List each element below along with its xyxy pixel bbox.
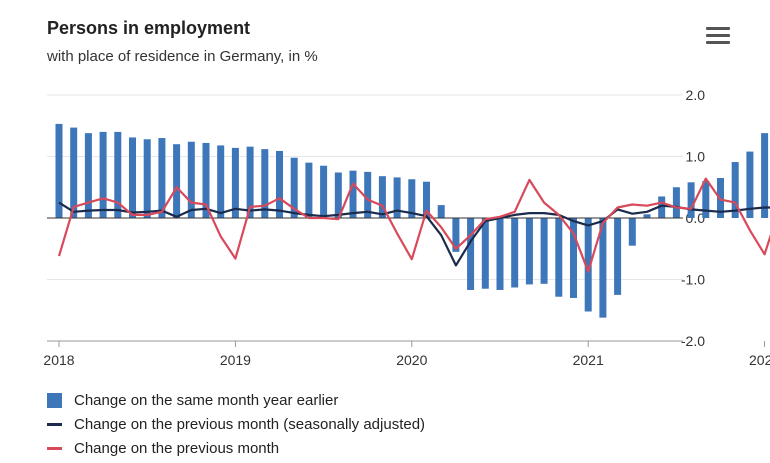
bar — [437, 205, 445, 218]
y-tick-label: -1.0 — [681, 272, 705, 288]
bar — [628, 218, 636, 246]
bar — [525, 218, 533, 285]
bar — [143, 139, 151, 218]
bar — [158, 138, 166, 218]
bar — [99, 131, 107, 218]
bar — [658, 196, 666, 218]
bar — [305, 162, 313, 218]
x-tick-label: 2018 — [43, 352, 74, 368]
bar — [599, 218, 607, 318]
bar — [364, 171, 372, 218]
bar — [584, 218, 592, 312]
bar — [496, 218, 504, 290]
menu-bar-middle — [706, 34, 730, 37]
legend-swatch-monthly-line — [47, 446, 62, 450]
bar — [452, 218, 460, 252]
bar — [129, 137, 136, 218]
bar — [672, 187, 680, 218]
bar — [70, 127, 78, 218]
bar — [393, 177, 401, 218]
bar — [55, 123, 63, 218]
bar — [173, 144, 181, 218]
bar — [276, 150, 283, 218]
bar — [731, 162, 739, 218]
y-tick-label: -2.0 — [681, 333, 705, 349]
legend-label-seasonal: Change on the previous month (seasonally… — [74, 415, 426, 433]
legend-label-monthly: Change on the previous month — [74, 439, 280, 457]
bar — [378, 176, 386, 218]
x-tick-label: 2019 — [220, 352, 251, 368]
y-tick-label: 1.0 — [686, 149, 706, 165]
bar — [334, 172, 342, 218]
bar — [246, 146, 254, 218]
bar — [511, 218, 519, 288]
bar — [761, 133, 769, 218]
bar — [290, 157, 298, 218]
bar — [320, 165, 328, 218]
previous-month-line — [57, 177, 770, 273]
chart-subtitle: with place of residence in Germany, in % — [47, 48, 318, 65]
bar — [349, 170, 357, 218]
menu-bar-top — [706, 27, 730, 30]
bar — [408, 179, 416, 218]
x-tick-label: 2022 — [749, 352, 770, 368]
menu-bar-bottom — [706, 41, 730, 44]
bar — [202, 142, 210, 218]
hamburger-menu-icon[interactable] — [706, 27, 730, 47]
bar — [702, 181, 710, 218]
y-tick-label: 2.0 — [686, 87, 706, 103]
bar — [114, 131, 122, 218]
legend-label-bars: Change on the same month year earlier — [74, 391, 339, 409]
bar — [481, 218, 489, 289]
legend-swatch-seasonal-line — [47, 422, 62, 426]
x-tick-label: 2021 — [573, 352, 604, 368]
bar — [261, 149, 269, 218]
chart-legend: Change on the same month year earlier Ch… — [47, 388, 425, 460]
bar — [423, 181, 430, 218]
bar — [746, 151, 754, 218]
bar — [540, 218, 548, 284]
bar — [217, 145, 225, 218]
chart-title: Persons in employment — [47, 18, 251, 38]
legend-item-bars[interactable]: Change on the same month year earlier — [47, 388, 425, 412]
bar — [555, 218, 563, 297]
bar — [687, 182, 695, 218]
bar — [231, 147, 239, 218]
x-tick-label: 2020 — [396, 352, 427, 368]
legend-item-seasonal[interactable]: Change on the previous month (seasonally… — [47, 412, 425, 436]
bar — [187, 141, 195, 218]
legend-swatch-bar — [47, 392, 62, 408]
bar — [570, 218, 577, 298]
bar — [84, 133, 92, 218]
bar — [614, 218, 622, 295]
bar — [467, 218, 475, 290]
bar — [643, 214, 651, 218]
legend-item-monthly[interactable]: Change on the previous month — [47, 436, 425, 460]
